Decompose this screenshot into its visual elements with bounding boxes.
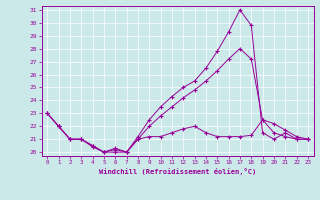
X-axis label: Windchill (Refroidissement éolien,°C): Windchill (Refroidissement éolien,°C) — [99, 168, 256, 175]
